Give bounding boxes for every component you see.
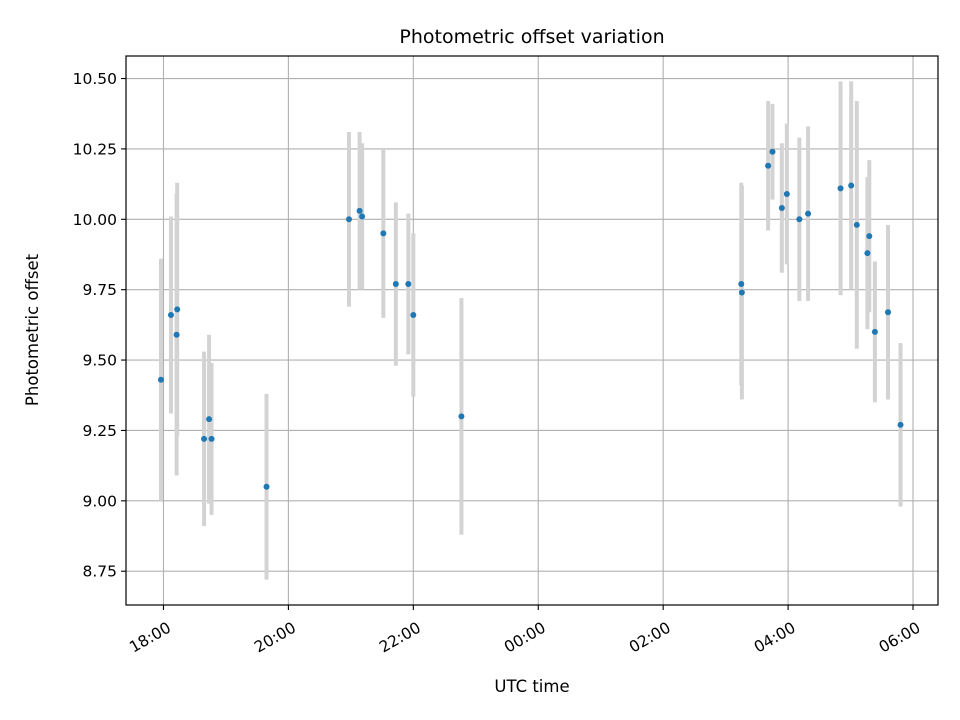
data-point: [837, 185, 844, 192]
data-point: [897, 421, 904, 428]
data-point: [866, 233, 873, 240]
data-point: [201, 435, 208, 442]
data-point: [885, 309, 892, 316]
y-tick-label: 9.50: [82, 352, 117, 370]
data-point: [174, 306, 181, 313]
data-point: [356, 207, 363, 214]
data-point: [871, 328, 878, 335]
data-point: [263, 483, 270, 490]
data-point: [769, 148, 776, 155]
data-point: [173, 331, 180, 338]
data-point: [805, 210, 812, 217]
y-tick-label: 9.25: [82, 422, 117, 440]
y-axis-label: Photometric offset: [23, 253, 42, 406]
data-point: [392, 281, 399, 288]
data-point: [167, 312, 174, 319]
data-point: [765, 162, 772, 169]
data-point: [853, 221, 860, 228]
data-point: [410, 312, 417, 319]
data-point: [405, 281, 412, 288]
data-point: [359, 213, 366, 220]
y-tick-label: 10.25: [73, 140, 117, 158]
data-point: [157, 376, 164, 383]
y-tick-label: 9.75: [82, 281, 117, 299]
data-point: [778, 205, 785, 212]
data-point: [848, 182, 855, 189]
chart-title: Photometric offset variation: [399, 26, 664, 48]
data-point: [208, 435, 215, 442]
data-point: [345, 216, 352, 223]
y-tick-label: 8.75: [82, 563, 117, 581]
y-tick-label: 9.00: [82, 492, 117, 510]
data-point: [864, 250, 871, 257]
data-points: [157, 148, 904, 490]
data-point: [738, 281, 745, 288]
data-point: [783, 190, 790, 197]
data-point: [458, 413, 465, 420]
data-point: [206, 416, 213, 423]
data-point: [796, 216, 803, 223]
x-axis-label: UTC time: [494, 677, 569, 696]
plot-frame: [125, 55, 939, 606]
data-point: [738, 289, 745, 296]
data-point: [380, 230, 387, 237]
y-tick-label: 10.00: [73, 211, 117, 229]
y-tick-label: 10.50: [73, 70, 117, 88]
